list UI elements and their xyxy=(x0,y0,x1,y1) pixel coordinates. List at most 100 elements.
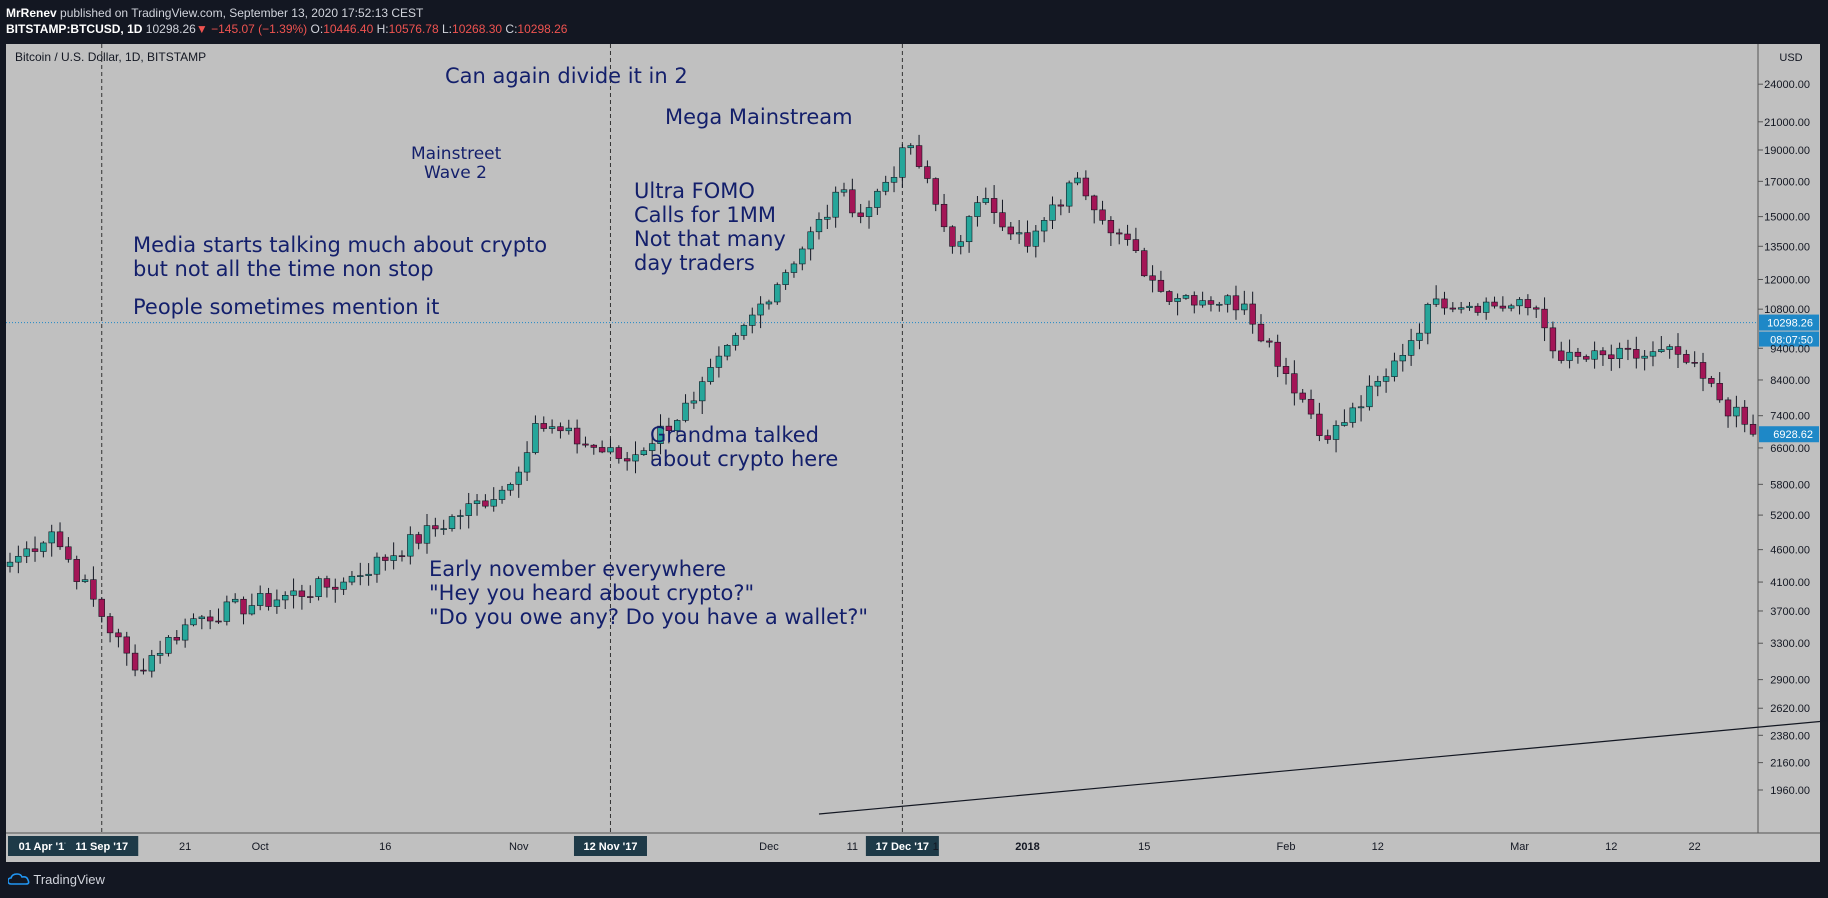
candle[interactable] xyxy=(215,608,222,624)
candle[interactable] xyxy=(415,531,422,550)
candle[interactable] xyxy=(1749,414,1757,437)
candle[interactable] xyxy=(757,296,764,329)
candle[interactable] xyxy=(648,431,656,465)
candle[interactable] xyxy=(690,391,698,409)
candle[interactable] xyxy=(707,358,714,385)
candle[interactable] xyxy=(1107,216,1115,247)
candle[interactable] xyxy=(1466,301,1473,311)
candle[interactable] xyxy=(1516,297,1523,315)
candle[interactable] xyxy=(1157,270,1165,293)
candle[interactable] xyxy=(657,414,664,455)
candle[interactable] xyxy=(532,415,539,455)
candle[interactable] xyxy=(248,593,256,616)
candle[interactable] xyxy=(965,215,973,253)
chart-area[interactable]: 10298.26 08:07:50 6928.62 1960.00 2160.00 23… xyxy=(0,44,1828,862)
candle[interactable] xyxy=(1015,220,1023,244)
candle[interactable] xyxy=(1366,375,1373,411)
candle[interactable] xyxy=(1207,296,1215,312)
candle[interactable] xyxy=(1574,347,1582,364)
candle[interactable] xyxy=(1708,375,1715,388)
candle[interactable] xyxy=(1132,227,1140,253)
candle[interactable] xyxy=(1124,224,1131,246)
candle[interactable] xyxy=(682,394,689,423)
candle[interactable] xyxy=(1674,333,1682,368)
candle[interactable] xyxy=(1082,170,1090,201)
candle[interactable] xyxy=(323,575,331,598)
candle[interactable] xyxy=(148,649,155,678)
candle[interactable] xyxy=(1216,301,1223,312)
candle[interactable] xyxy=(1491,296,1498,309)
candle[interactable] xyxy=(949,225,956,254)
candle[interactable] xyxy=(1049,196,1056,229)
candle[interactable] xyxy=(1499,296,1507,312)
candle[interactable] xyxy=(473,494,481,516)
candle[interactable] xyxy=(1374,375,1381,397)
candle[interactable] xyxy=(231,593,239,604)
candle[interactable] xyxy=(1274,334,1281,378)
candle[interactable] xyxy=(924,160,931,184)
candle[interactable] xyxy=(1658,336,1665,353)
candle[interactable] xyxy=(73,555,80,590)
candle[interactable] xyxy=(56,522,64,550)
candle[interactable] xyxy=(65,537,72,563)
candle[interactable] xyxy=(407,526,414,565)
candle[interactable] xyxy=(123,631,130,666)
candle[interactable] xyxy=(915,134,923,169)
candle[interactable] xyxy=(1174,293,1181,316)
candle[interactable] xyxy=(1508,303,1515,312)
candle[interactable] xyxy=(298,584,306,610)
candle[interactable] xyxy=(223,595,231,626)
candle[interactable] xyxy=(307,585,314,604)
candle[interactable] xyxy=(1724,397,1732,428)
candle[interactable] xyxy=(282,591,289,610)
candle[interactable] xyxy=(515,466,522,498)
candle[interactable] xyxy=(1324,429,1331,444)
candle[interactable] xyxy=(832,186,839,228)
candle[interactable] xyxy=(106,613,114,643)
candle[interactable] xyxy=(849,178,856,218)
candle[interactable] xyxy=(1474,303,1482,316)
candle[interactable] xyxy=(765,299,773,310)
candle[interactable] xyxy=(423,514,431,554)
candle[interactable] xyxy=(1641,350,1648,371)
candle[interactable] xyxy=(1382,368,1390,393)
candle[interactable] xyxy=(1432,285,1440,307)
tradingview-logo[interactable]: TradingView xyxy=(7,872,105,887)
candle[interactable] xyxy=(1482,297,1490,320)
candle[interactable] xyxy=(1733,395,1740,428)
candle[interactable] xyxy=(874,188,881,215)
candle[interactable] xyxy=(1282,357,1290,385)
candle[interactable] xyxy=(1040,217,1048,243)
candle[interactable] xyxy=(1583,354,1590,362)
candle[interactable] xyxy=(390,542,397,570)
candle[interactable] xyxy=(1533,305,1540,318)
candle[interactable] xyxy=(490,487,497,512)
candle[interactable] xyxy=(1424,302,1432,345)
candle[interactable] xyxy=(1299,388,1306,403)
candle[interactable] xyxy=(357,562,364,586)
candle[interactable] xyxy=(607,438,614,455)
candle[interactable] xyxy=(890,166,898,193)
candle[interactable] xyxy=(1199,291,1206,308)
candle[interactable] xyxy=(582,436,589,448)
candle[interactable] xyxy=(1416,323,1423,350)
candle[interactable] xyxy=(1357,395,1365,422)
candle[interactable] xyxy=(1524,294,1532,316)
candle[interactable] xyxy=(999,199,1006,231)
candle[interactable] xyxy=(799,246,806,271)
candle[interactable] xyxy=(48,524,55,557)
candle[interactable] xyxy=(665,417,673,444)
candle[interactable] xyxy=(465,492,472,529)
candle[interactable] xyxy=(632,441,639,474)
candle[interactable] xyxy=(1691,351,1698,368)
candle[interactable] xyxy=(573,419,581,454)
candle[interactable] xyxy=(557,422,564,439)
candle[interactable] xyxy=(1558,341,1565,364)
candle[interactable] xyxy=(1091,194,1098,224)
candle[interactable] xyxy=(1399,343,1406,372)
candle[interactable] xyxy=(440,519,447,535)
candle[interactable] xyxy=(1541,297,1548,342)
candle[interactable] xyxy=(865,200,873,229)
candle[interactable] xyxy=(782,269,789,290)
candle[interactable] xyxy=(40,541,47,558)
